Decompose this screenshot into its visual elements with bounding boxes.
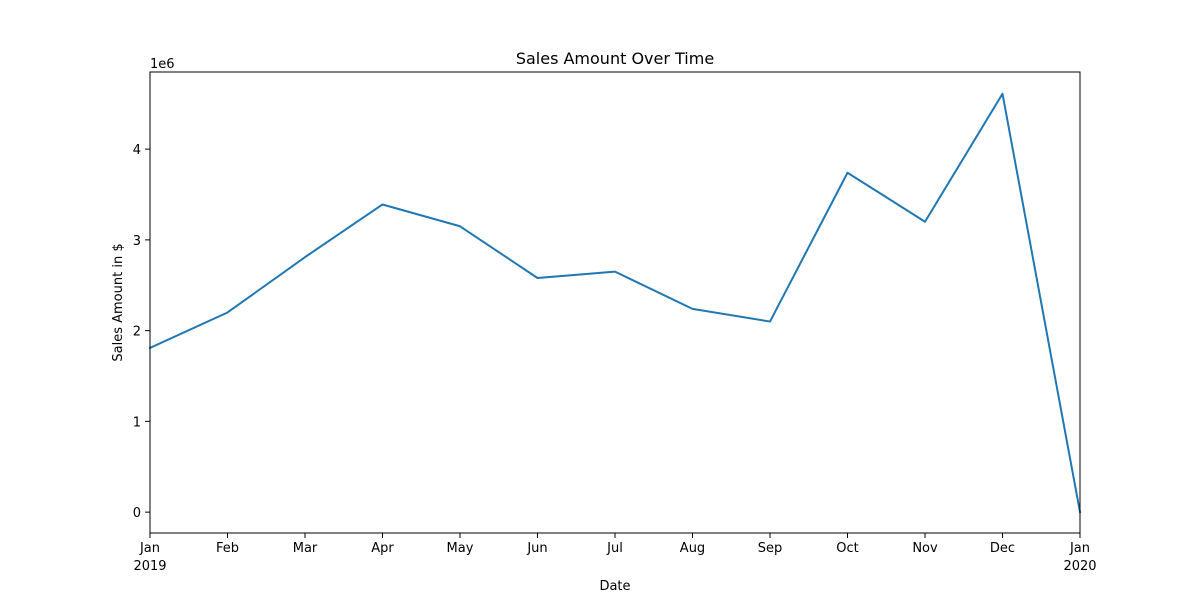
x-tick-sublabel: 2019	[133, 559, 166, 574]
x-axis-label: Date	[599, 579, 630, 594]
x-tick-label: Jun	[526, 541, 547, 556]
series-layer	[148, 92, 1082, 514]
y-tick-label: 2	[133, 325, 141, 340]
x-tick-label: Aug	[680, 541, 705, 556]
x-tick-label: Mar	[293, 541, 318, 556]
y-tick-label: 0	[133, 506, 141, 521]
x-tick-label: Apr	[371, 541, 394, 556]
y-tick-label: 3	[133, 234, 141, 249]
x-tick-label: Nov	[912, 541, 938, 556]
series-line-0	[148, 92, 1082, 514]
plot-frame	[149, 71, 1081, 534]
y-axis-ticks: 0 1 2 3 4	[133, 143, 150, 521]
x-tick-label: Jan	[1069, 541, 1090, 556]
x-tick-label: May	[447, 541, 474, 556]
y-tick-label: 1	[133, 415, 141, 430]
x-tick-label: Sep	[758, 541, 783, 556]
y-axis-label: Sales Amount in $	[111, 243, 126, 361]
x-tick-label: Jan	[139, 541, 160, 556]
y-axis-offset-text: 1e6	[150, 57, 175, 72]
x-tick-label: Oct	[836, 541, 858, 556]
x-axis-ticks: Jan 2019 Feb Mar Apr May Jun Jul Aug Sep Oct Nov Dec…	[133, 533, 1097, 574]
x-tick-sublabel: 2020	[1063, 559, 1096, 574]
x-tick-label: Feb	[216, 541, 239, 556]
chart-title: Sales Amount Over Time	[516, 49, 714, 68]
plot-area	[150, 72, 1080, 533]
y-tick-label: 4	[133, 143, 141, 158]
x-tick-label: Dec	[990, 541, 1015, 556]
x-tick-label: Jul	[606, 541, 623, 556]
